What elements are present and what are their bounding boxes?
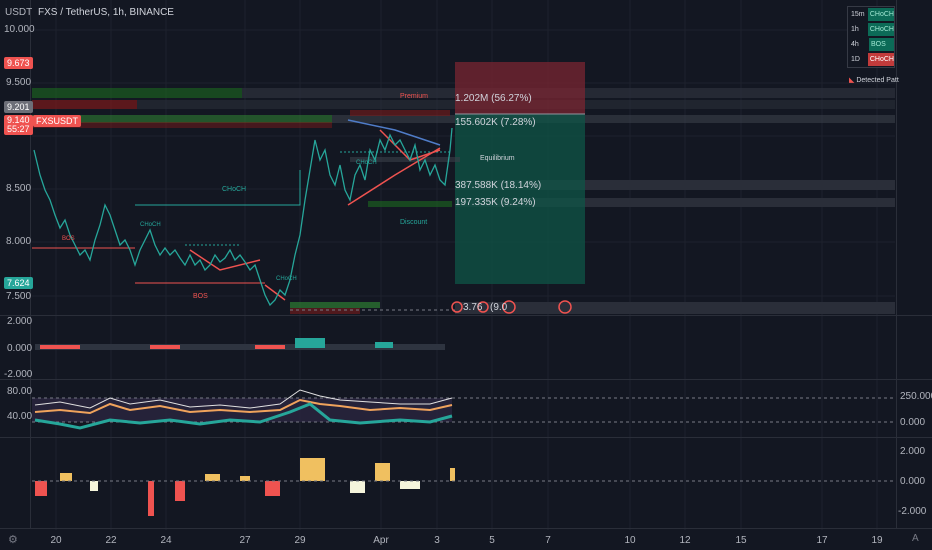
currency-label: USDT xyxy=(5,7,33,18)
mtf-state: CHoCH xyxy=(867,8,894,21)
time-tick: 12 xyxy=(679,535,691,546)
pane3-tick: 40.00 xyxy=(7,411,33,422)
pane-separator[interactable] xyxy=(0,315,932,316)
auto-scale-button[interactable]: A xyxy=(912,533,919,544)
time-tick: Apr xyxy=(373,535,389,546)
volume-label: 3.76 xyxy=(463,302,483,313)
pane4-tick: -2.000 xyxy=(898,506,927,517)
price-tick: 8.000 xyxy=(6,236,32,247)
mtf-row: 4h BOS xyxy=(848,37,894,52)
choch-label: CHoCH xyxy=(222,186,247,193)
time-tick: 24 xyxy=(160,535,172,546)
price-tick: 8.500 xyxy=(6,183,32,194)
pane-separator[interactable] xyxy=(0,379,932,380)
choch-label: CHoCH xyxy=(140,222,161,228)
pane2-tick: 0.000 xyxy=(7,343,33,354)
equilibrium-label: Equilibrium xyxy=(480,155,515,162)
time-tick: 29 xyxy=(294,535,306,546)
mtf-row: 1D CHoCH xyxy=(848,52,894,67)
pane3-right-tick: 0.000 xyxy=(900,417,926,428)
time-tick: 5 xyxy=(489,535,495,546)
pane4-tick: 0.000 xyxy=(900,476,926,487)
timezone-icon[interactable]: ⚙ xyxy=(8,534,18,546)
detected-patterns-text: Detected Patt xyxy=(856,77,899,84)
symbol-tag: FXSUSDT xyxy=(33,115,82,127)
time-tick: 10 xyxy=(624,535,636,546)
mtf-state: CHoCH xyxy=(867,53,894,66)
choch-label: CHoCH xyxy=(276,276,297,282)
symbol-title[interactable]: FXS / TetherUS, 1h, BINANCE xyxy=(38,7,174,18)
low-price-tag: 7.624 xyxy=(4,277,33,289)
pane4-tick: 2.000 xyxy=(900,446,926,457)
bos-label: BOS xyxy=(62,236,75,242)
mtf-row: 1h CHoCH xyxy=(848,22,894,37)
price-tag: 9.201 xyxy=(4,101,33,113)
right-axis-border xyxy=(896,0,897,528)
price-tick: 7.500 xyxy=(6,291,32,302)
volume-label: 1.202M (56.27%) xyxy=(455,93,532,104)
mtf-state: BOS xyxy=(869,38,894,51)
warning-icon: ◣ xyxy=(849,77,855,84)
pane3-right-tick: 250.000 xyxy=(900,391,932,402)
time-tick: 22 xyxy=(105,535,117,546)
countdown: 55:27 xyxy=(7,124,30,134)
time-tick: 3 xyxy=(434,535,440,546)
left-axis-border xyxy=(30,0,31,528)
volume-label: (9.0 xyxy=(490,302,508,313)
pane-separator[interactable] xyxy=(0,437,932,438)
mtf-state: CHoCH xyxy=(867,23,894,36)
premium-label: Premium xyxy=(400,93,429,100)
detected-patterns-label: ◣ Detected Patt xyxy=(849,76,899,84)
pane2-tick: 2.000 xyxy=(7,316,33,327)
time-tick: 15 xyxy=(735,535,747,546)
mtf-timeframe: 1D xyxy=(851,56,860,63)
mtf-timeframe: 15m xyxy=(851,11,865,18)
volume-label: 387.588K (18.14%) xyxy=(455,180,542,191)
high-price-tag: 9.673 xyxy=(4,57,33,69)
volume-label: 155.602K (7.28%) xyxy=(455,117,536,128)
time-tick: 7 xyxy=(545,535,551,546)
bos-label: BOS xyxy=(193,293,208,300)
time-axis-separator xyxy=(0,528,932,529)
time-tick: 20 xyxy=(50,535,62,546)
mtf-timeframe: 4h xyxy=(851,41,859,48)
volume-label: 197.335K (9.24%) xyxy=(455,197,536,208)
choch-label: CHoCH xyxy=(356,160,377,166)
price-tick: 9.500 xyxy=(6,77,32,88)
pane2-tick: -2.000 xyxy=(4,369,33,380)
mtf-table: 15m CHoCH 1h CHoCH 4h BOS 1D CHoCH xyxy=(847,6,895,68)
price-tick: 10.000 xyxy=(4,24,35,35)
pane3-tick: 80.00 xyxy=(7,386,33,397)
mtf-timeframe: 1h xyxy=(851,26,859,33)
mtf-row: 15m CHoCH xyxy=(848,7,894,22)
last-price: 9.140 xyxy=(7,115,30,125)
time-tick: 27 xyxy=(239,535,251,546)
discount-label: Discount xyxy=(400,219,428,226)
time-tick: 17 xyxy=(816,535,828,546)
time-tick: 19 xyxy=(871,535,883,546)
last-price-tag: 9.140 55:27 xyxy=(4,115,33,135)
